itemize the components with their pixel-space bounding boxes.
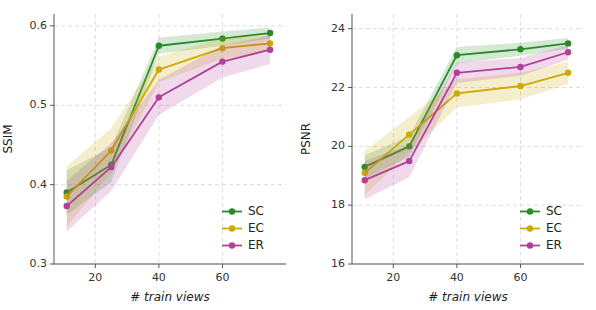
grid-line-y xyxy=(352,264,584,265)
legend-marker xyxy=(229,208,235,214)
legend-label: EC xyxy=(248,221,264,235)
y-tick xyxy=(50,264,54,265)
legend-label: EC xyxy=(546,221,562,235)
grid-line-y xyxy=(54,264,286,265)
std-band xyxy=(365,45,568,199)
point xyxy=(565,70,571,76)
y-tick-label: 0.5 xyxy=(30,98,48,111)
y-tick-label: 22 xyxy=(331,81,345,94)
panel: 0.3 0.4 0.5 0.6 20 40 60 # train views SSIM SC EC E… xyxy=(1,14,286,304)
series-line xyxy=(67,50,270,206)
plot-area xyxy=(362,38,572,199)
x-tick-label: 20 xyxy=(386,271,400,284)
grid-line-y xyxy=(54,25,286,26)
page: {"chart_data": [ {"type": "line", "x": [… xyxy=(0,0,596,310)
y-axis-label: PSNR xyxy=(299,123,313,155)
point xyxy=(517,83,523,89)
x-tick xyxy=(222,264,223,268)
figure: 0.3 0.4 0.5 0.6 20 40 60 # train views SSIM SC EC E… xyxy=(0,0,596,310)
y-tick xyxy=(50,105,54,106)
point xyxy=(454,70,460,76)
point xyxy=(108,164,114,170)
legend-marker xyxy=(527,225,533,231)
grid xyxy=(54,14,286,264)
point xyxy=(454,90,460,96)
x-tick xyxy=(393,264,394,268)
legend-label: ER xyxy=(248,238,264,252)
legend-label: SC xyxy=(248,204,264,218)
y-axis-label: SSIM xyxy=(1,124,15,153)
grid-line-y xyxy=(352,28,584,29)
legend-marker xyxy=(527,242,533,248)
x-tick-label: 40 xyxy=(450,271,464,284)
point xyxy=(517,64,523,70)
x-tick-label: 60 xyxy=(215,271,229,284)
point xyxy=(406,158,412,164)
point xyxy=(64,203,70,209)
y-tick-label: 0.6 xyxy=(30,19,48,32)
grid-line-x xyxy=(95,14,96,264)
point xyxy=(267,47,273,53)
point xyxy=(156,43,162,49)
point xyxy=(156,66,162,72)
x-tick-label: 60 xyxy=(513,271,527,284)
legend: SC EC ER xyxy=(520,204,562,252)
legend-marker xyxy=(229,225,235,231)
legend-marker xyxy=(527,208,533,214)
y-tick xyxy=(348,205,352,206)
y-tick-label: 16 xyxy=(331,257,345,270)
x-axis-label: # train views xyxy=(428,290,508,304)
legend-label: SC xyxy=(546,204,562,218)
y-tick xyxy=(348,28,352,29)
y-tick xyxy=(50,184,54,185)
plot-area xyxy=(64,27,274,231)
point xyxy=(517,46,523,52)
point xyxy=(565,49,571,55)
point xyxy=(406,131,412,137)
x-tick xyxy=(95,264,96,268)
legend-label: ER xyxy=(546,238,562,252)
x-tick xyxy=(456,264,457,268)
y-tick-label: 0.3 xyxy=(30,257,48,270)
x-tick xyxy=(158,264,159,268)
point xyxy=(454,52,460,58)
x-tick-label: 20 xyxy=(88,271,102,284)
y-tick-label: 18 xyxy=(331,198,345,211)
y-tick xyxy=(348,264,352,265)
x-axis-line xyxy=(54,264,286,265)
y-tick-label: 20 xyxy=(331,139,345,152)
y-tick xyxy=(348,146,352,147)
y-tick xyxy=(50,25,54,26)
y-tick-label: 24 xyxy=(331,22,345,35)
grid xyxy=(352,14,584,264)
point xyxy=(362,177,368,183)
point xyxy=(156,94,162,100)
legend: SC EC ER xyxy=(222,204,264,252)
x-axis-line xyxy=(352,264,584,265)
x-tick xyxy=(520,264,521,268)
y-tick xyxy=(348,87,352,88)
y-axis-line xyxy=(54,14,55,264)
x-axis-label: # train views xyxy=(130,290,210,304)
y-tick-label: 0.4 xyxy=(30,178,48,191)
point xyxy=(267,30,273,36)
series-line xyxy=(365,52,568,180)
y-axis-line xyxy=(352,14,353,264)
x-tick-label: 40 xyxy=(152,271,166,284)
legend-marker xyxy=(229,242,235,248)
std-band xyxy=(67,35,270,231)
panel: 16 18 20 22 24 20 40 60 # train views PSNR SC EC ER xyxy=(299,14,584,304)
point xyxy=(219,58,225,64)
